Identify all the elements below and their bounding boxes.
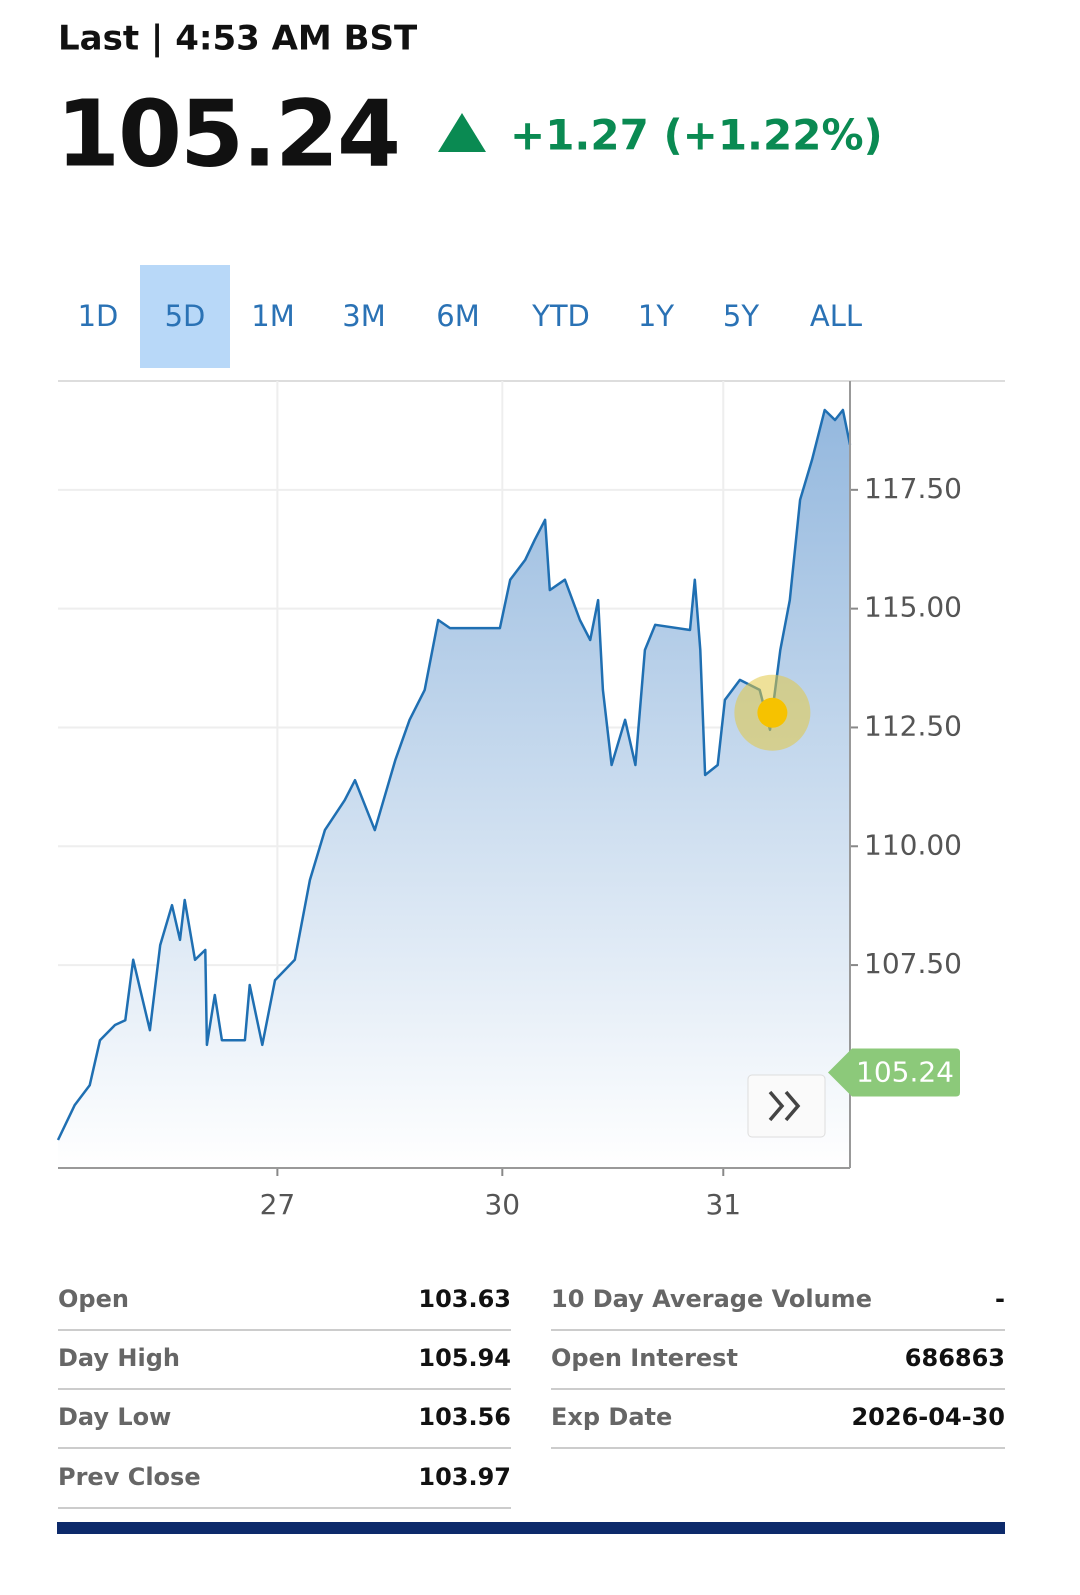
- up-arrow: [438, 113, 486, 152]
- tab-label[interactable]: 5D: [165, 299, 206, 333]
- hover-dot: [757, 697, 788, 728]
- tab[interactable]: 1Y: [638, 299, 674, 333]
- stat-label: Day Low: [58, 1403, 171, 1431]
- tab[interactable]: 5Y: [723, 299, 759, 333]
- tab[interactable]: 1M: [251, 299, 294, 333]
- tab[interactable]: 1D: [78, 299, 119, 333]
- chevrons[interactable]: [768, 1090, 801, 1122]
- stat-value: 103.97: [418, 1463, 511, 1491]
- tab-label[interactable]: 1Y: [638, 299, 674, 333]
- tab-label[interactable]: ALL: [810, 299, 862, 333]
- x-tick-label: 31: [705, 1188, 741, 1221]
- last-time: Last | 4:53 AM BST: [58, 19, 418, 59]
- stat-label: 10 Day Average Volume: [551, 1285, 872, 1313]
- last-price-tag: [828, 1048, 960, 1097]
- tab-label[interactable]: 1M: [251, 299, 294, 333]
- tab-label[interactable]: 6M: [436, 299, 479, 333]
- stat-value: 686863: [905, 1344, 1005, 1372]
- price-line: [56, 408, 852, 1141]
- y-tick-label: 115.00: [864, 591, 962, 624]
- last-price-label: 105.24: [856, 1055, 954, 1088]
- y-tick-label: 107.50: [864, 947, 962, 980]
- y-tick-label: 112.50: [864, 709, 962, 742]
- tab-label[interactable]: 5Y: [723, 299, 759, 333]
- tab[interactable]: ALL: [810, 299, 862, 333]
- tab[interactable]: 3M: [342, 299, 385, 333]
- y-tick-label: 110.00: [864, 828, 962, 861]
- stat-value: 2026-04-30: [851, 1403, 1005, 1431]
- expand-button[interactable]: [747, 1074, 826, 1138]
- stat-label: Day High: [58, 1344, 180, 1372]
- area-fill: [58, 410, 850, 1168]
- stat-label: Prev Close: [58, 1463, 201, 1491]
- tab[interactable]: 6M: [436, 299, 479, 333]
- stats-table: Open 103.63 Day High 105.94 Day Low 103.56 Pre…: [58, 1285, 1005, 1509]
- tab[interactable]: 5D: [140, 265, 230, 368]
- stat-label: Open Interest: [551, 1344, 738, 1372]
- button-bg[interactable]: [747, 1074, 826, 1138]
- stat-value: -: [995, 1285, 1005, 1313]
- x-tick-label: 27: [260, 1188, 296, 1221]
- stat-label: Open: [58, 1285, 129, 1313]
- tab-label[interactable]: 3M: [342, 299, 385, 333]
- tab-bar: 1D 5D 1M 3M 6M YTD 1Y 5Y ALL: [78, 265, 862, 368]
- change: +1.27 (+1.22%): [510, 111, 883, 160]
- stat-value: 105.94: [418, 1344, 511, 1372]
- tab-label[interactable]: YTD: [531, 299, 590, 333]
- y-tick-label: 117.50: [864, 472, 962, 505]
- tab[interactable]: YTD: [531, 299, 590, 333]
- stat-value: 103.63: [418, 1285, 511, 1313]
- tab-active-bg[interactable]: [140, 265, 230, 368]
- stat-value: 103.56: [418, 1403, 511, 1431]
- bottom-bar: [57, 1522, 1005, 1534]
- price: 105.24: [56, 80, 399, 187]
- stat-label: Exp Date: [551, 1403, 672, 1431]
- tab-label[interactable]: 1D: [78, 299, 119, 333]
- x-tick-label: 30: [484, 1188, 520, 1221]
- chart: 107.50 110.00 112.50 115.00 117.50 27 30 31 105.…: [56, 380, 1005, 1221]
